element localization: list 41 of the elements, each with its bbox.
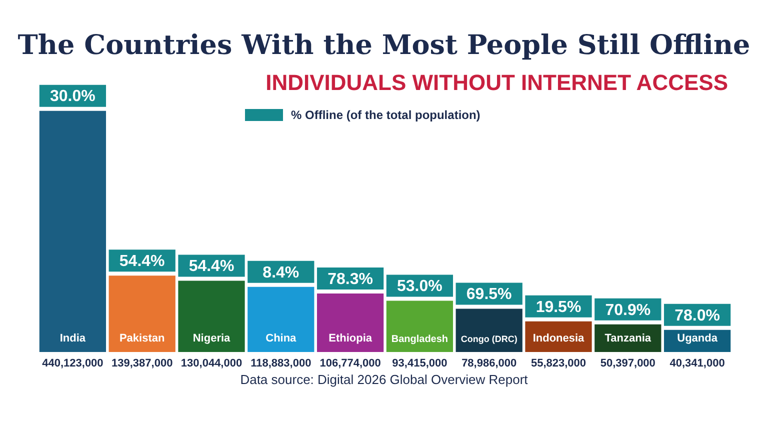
data-label: 78,986,000 [462,358,517,370]
bar [39,110,106,352]
annotation: 54.4% [119,253,165,270]
x-tick-label: Congo (DRC) [460,334,518,344]
data-label: 118,883,000 [250,358,312,370]
annotation: 30.0% [50,88,96,106]
x-tick-label: Bangladesh [391,334,448,345]
data-label: 139,387,000 [112,358,173,370]
annotation: 8.4% [262,264,300,282]
chart-title: The Countries With the Most People Still Offline [16,30,752,61]
x-tick-label: Ethiopia [328,332,373,345]
x-tick-label: Pakistan [119,332,165,345]
x-tick-label: India [60,332,86,345]
data-label: 93,415,000 [392,358,448,370]
annotation: 70.9% [605,302,651,319]
data-label: 40,341,000 [670,358,725,370]
bar [386,300,454,352]
source-note: Data source: Digital 2026 Global Overview Report [239,372,529,387]
data-label: 130,044,000 [180,358,242,370]
chart-subtitle: INDIVIDUALS WITHOUT INTERNET ACCESS [266,70,728,96]
annotation: 54.4% [188,258,234,276]
x-tick-label: Nigeria [192,332,232,345]
x-tick-label: Uganda [677,332,718,345]
annotation: 19.5% [536,298,582,316]
annotation: 78.3% [328,270,373,288]
data-label: 440,123,000 [42,358,104,370]
legend-title: % Offline (of the total population) [291,108,480,122]
annotation: 78.0% [674,307,720,324]
bar [456,308,522,352]
bar [316,293,384,352]
bar [248,286,314,352]
annotation: 69.5% [466,286,512,304]
x-tick-label: Indonesia [532,332,586,345]
bar [178,280,245,352]
annotation: 53.0% [397,278,442,296]
data-label: 50,397,000 [600,358,656,370]
data-label: 106,774,000 [320,358,381,370]
bar [108,276,176,352]
data-label: 55,823,000 [530,358,586,370]
x-tick-label: China [266,332,298,345]
x-tick-label: Tanzania [604,332,652,345]
